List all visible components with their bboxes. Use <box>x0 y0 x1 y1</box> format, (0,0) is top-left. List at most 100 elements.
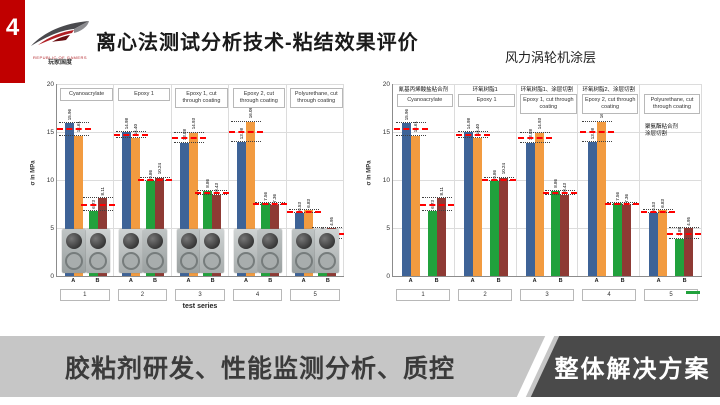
ab-tick-label: B <box>620 278 625 284</box>
group-number-box: 4 <box>232 289 283 301</box>
fracture-surface-icon <box>122 252 141 270</box>
dotted-capline <box>668 227 699 229</box>
group-number-box: 3 <box>175 289 225 301</box>
group-number-cell: 3 <box>516 289 578 301</box>
ab-tick-label: B <box>210 278 215 284</box>
dotted-capline <box>254 202 285 204</box>
category-group: Epoxy 1 14.98 14.40 9.86 10.24 <box>114 84 173 276</box>
bar-A-left-g1 <box>402 122 412 276</box>
bar-B-right-g3 <box>560 195 570 276</box>
group-label: Epoxy 1 <box>458 94 515 107</box>
dotted-capline <box>519 141 550 143</box>
chinese-group-label: 氰基丙烯酸盐粘合剂 <box>398 87 449 93</box>
dotted-capline <box>643 209 674 211</box>
dotted-capline <box>668 237 699 239</box>
dotted-capline <box>312 227 343 229</box>
value-label: 14.61 <box>413 121 419 133</box>
group-number-cell: 1 <box>56 289 114 301</box>
left-bar-chart: σ in MPa 0 5 10 15 20 Cyanoacrylate 15.96 14.61 6… <box>31 81 345 320</box>
red-reference-line <box>195 191 230 194</box>
specimen-photo <box>315 229 340 273</box>
adhesive-dolly-icon <box>89 233 106 249</box>
group-number-cell: 2 <box>454 289 516 301</box>
bar-A-left-g3 <box>525 142 535 276</box>
group-number-box: 1 <box>60 289 110 301</box>
red-reference-line <box>114 133 149 136</box>
ytick-label: 0 <box>386 272 390 280</box>
red-reference-line <box>56 128 91 131</box>
bar-B-right-g2 <box>155 177 165 276</box>
bar-A-left-g5 <box>649 213 659 276</box>
dotted-capline <box>140 176 171 178</box>
ab-tick-label: A <box>656 278 661 284</box>
ab-tick-label: A <box>244 278 249 284</box>
fracture-surface-icon <box>260 252 279 270</box>
red-reference-line <box>579 130 614 133</box>
value-label: 8.43 <box>562 183 568 193</box>
dotted-capline <box>458 131 489 133</box>
group-note: 聚氨酯粘合剂 涂层切割 <box>645 124 679 137</box>
value-label: 8.86 <box>553 179 559 188</box>
chart-subtitle: 风力涡轮机涂层 <box>505 50 597 65</box>
value-label: 16.08 <box>248 107 254 119</box>
adhesive-dolly-icon <box>261 233 278 249</box>
y-axis: σ in MPa 0 5 10 15 20 <box>31 81 56 280</box>
ab-tick-label: A <box>408 278 413 284</box>
red-reference-line <box>138 178 173 181</box>
logo-caption-en: REPUBLIC OF GAMERS <box>32 55 88 60</box>
chinese-group-label: 环氧树脂2、涂层切割 <box>582 87 636 93</box>
group-number-cell: 5 <box>640 289 702 301</box>
footer-dark-label: 整体解决方案 <box>554 357 711 383</box>
red-reference-line <box>286 210 321 213</box>
dotted-capline <box>231 140 262 142</box>
plot-column: 氰基丙烯酸盐粘合剂 Cyanoacrylate 15.96 14.61 6.73 8.11… <box>392 84 702 320</box>
value-label: 6.83 <box>660 198 666 208</box>
category-group: Polyurethane, cut through coating 6.53 6.8… <box>286 84 345 276</box>
group-number-box: 1 <box>396 289 450 301</box>
dotted-capline <box>173 131 204 133</box>
red-reference-line <box>80 203 115 206</box>
specimen-photo <box>291 229 316 273</box>
logo-caption-cn: 玩家国度 <box>47 60 72 66</box>
dotted-capline <box>581 120 612 122</box>
bar-A-left-g4 <box>587 141 597 276</box>
specimen-photo <box>61 229 86 273</box>
bar-A-right-g1 <box>411 135 421 276</box>
dotted-capline <box>396 134 427 136</box>
chinese-group-label: 环氧树脂1 <box>472 87 498 93</box>
category-group: Polyurethane, cut through coating 聚氨酯粘合剂 … <box>640 84 702 276</box>
right-bar-chart: σ in MPa 0 5 10 15 20 氰基丙烯酸盐粘合剂 Cyanoacrylate 15… <box>367 81 702 320</box>
ab-tick-label: B <box>268 278 273 284</box>
bar-A-right-g3 <box>188 132 198 276</box>
ab-tick-label: A <box>301 278 306 284</box>
group-number-cell: 4 <box>229 289 287 301</box>
group-number-box: 4 <box>582 289 636 301</box>
category-group: Epoxy 1, cut through coating 13.88 14.93 8.… <box>171 84 230 276</box>
red-reference-line <box>171 136 206 139</box>
specimen-photo <box>200 229 225 273</box>
group-number-box: 5 <box>290 289 340 301</box>
category-group: Epoxy 2, cut through coating 13.98 16.08 7.… <box>229 84 287 276</box>
ab-tick-label: A <box>71 278 76 284</box>
footer-dark-panel: 整体解决方案 <box>530 336 720 397</box>
bar-A-left-g1 <box>64 122 74 276</box>
red-reference-line <box>481 178 516 181</box>
value-label: 15.96 <box>66 108 72 120</box>
dotted-capline <box>581 140 612 142</box>
ab-tick-label: B <box>434 278 439 284</box>
group-number-box: 2 <box>458 289 512 301</box>
red-reference-line <box>641 210 676 213</box>
value-label: 8.11 <box>99 186 105 196</box>
bar-B-left-g5 <box>674 238 684 276</box>
ab-tick-label: A <box>186 278 191 284</box>
red-reference-line <box>605 203 640 206</box>
value-label: 4.95 <box>329 216 335 226</box>
dotted-capline <box>197 194 228 196</box>
